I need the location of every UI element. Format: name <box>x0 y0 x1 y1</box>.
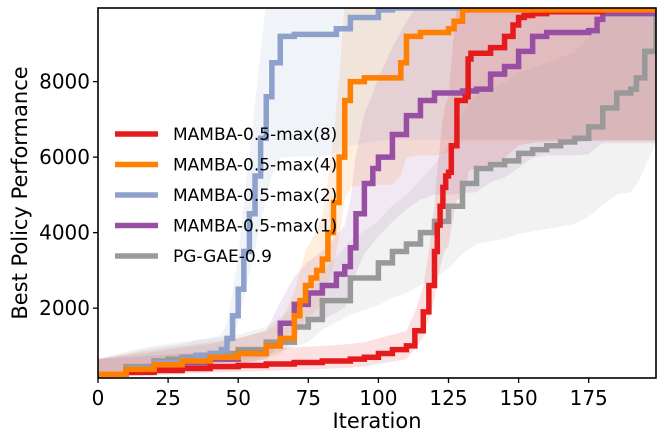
legend-label-1: MAMBA-0.5-max(4) <box>173 156 337 176</box>
y-tick-label: 2000 <box>39 296 90 320</box>
band-4 <box>98 8 656 378</box>
legend-label-4: PG-GAE-0.9 <box>173 247 272 267</box>
legend-label-3: MAMBA-0.5-max(1) <box>173 217 337 237</box>
legend: MAMBA-0.5-max(8) MAMBA-0.5-max(4) MAMBA-0.… <box>115 125 337 267</box>
x-tick-label: 100 <box>359 386 397 410</box>
x-tick-label: 150 <box>500 386 538 410</box>
band-1 <box>98 8 656 378</box>
band-2 <box>98 8 656 378</box>
legend-label-0: MAMBA-0.5-max(8) <box>173 125 337 145</box>
y-tick-label: 8000 <box>39 70 90 94</box>
y-tick-label: 4000 <box>39 221 90 245</box>
band-0 <box>98 8 656 378</box>
band-3 <box>98 8 656 378</box>
x-tick-label: 175 <box>570 386 608 410</box>
x-tick-label: 25 <box>155 386 180 410</box>
x-tick-label: 50 <box>225 386 250 410</box>
series-line-2 <box>98 8 656 377</box>
series-line-1 <box>98 8 656 377</box>
x-tick-label: 125 <box>429 386 467 410</box>
x-axis-title: Iteration <box>332 409 421 433</box>
y-axis-title: Best Policy Performance <box>8 66 32 319</box>
series-line-0 <box>98 8 656 377</box>
y-tick-label: 6000 <box>39 145 90 169</box>
x-tick-label: 75 <box>296 386 321 410</box>
plot-frame <box>97 7 657 379</box>
legend-label-2: MAMBA-0.5-max(2) <box>173 186 337 206</box>
x-tick-label: 0 <box>92 386 105 410</box>
